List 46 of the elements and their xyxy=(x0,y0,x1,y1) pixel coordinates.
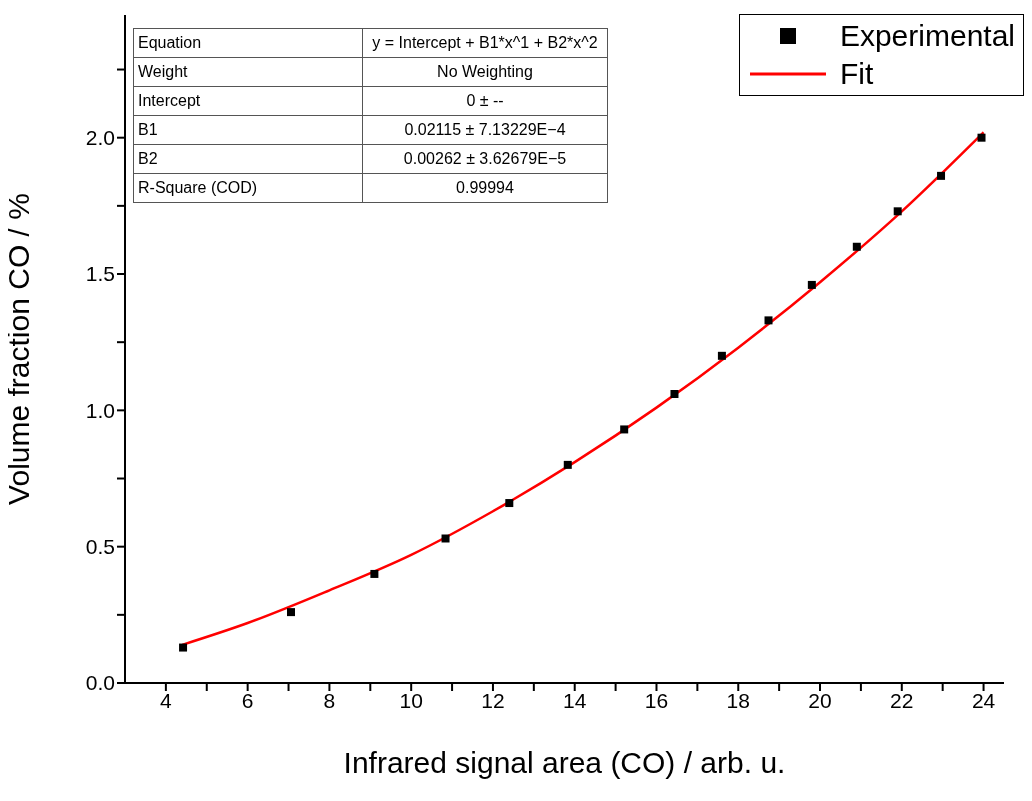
x-tick-label: 12 xyxy=(481,688,505,712)
x-tick-label: 8 xyxy=(323,688,336,712)
x-tick-label: 4 xyxy=(160,688,173,712)
point xyxy=(807,280,816,289)
point xyxy=(977,133,986,142)
point xyxy=(764,316,773,325)
annotation: 0.02115 ± 7.13229E−4 xyxy=(362,115,608,145)
y-tick-label: 1.0 xyxy=(85,398,115,422)
legend-label: Fit xyxy=(839,56,874,92)
x-tick-label: 22 xyxy=(890,688,914,712)
annotation: B1 xyxy=(133,115,363,145)
point xyxy=(670,389,679,398)
point xyxy=(286,608,295,617)
point xyxy=(717,351,726,360)
y-tick-label: 2.0 xyxy=(85,126,115,150)
point xyxy=(370,569,379,578)
annotation: Weight xyxy=(133,57,363,87)
annotation: 0 ± -- xyxy=(362,86,608,116)
annotation: 0.99994 xyxy=(362,173,608,203)
x-tick-label: 16 xyxy=(644,688,669,712)
annotation: y = Intercept + B1*x^1 + B2*x^2 xyxy=(362,28,608,58)
y-tick-label: 0.0 xyxy=(85,671,115,695)
annotation: R-Square (COD) xyxy=(133,173,363,203)
point xyxy=(505,499,514,508)
x-axis-title: Infrared signal area (CO) / arb. u. xyxy=(343,746,786,779)
point xyxy=(179,643,188,652)
point xyxy=(620,425,629,434)
y-tick-label: 0.5 xyxy=(85,535,115,559)
point xyxy=(937,171,946,180)
legend-label: Experimental xyxy=(839,18,1015,54)
y-tick-label: 1.5 xyxy=(85,262,115,286)
annotation: No Weighting xyxy=(362,57,608,87)
annotation: Intercept xyxy=(133,86,363,116)
x-tick-label: 6 xyxy=(241,688,254,712)
x-tick-label: 14 xyxy=(563,688,587,712)
point xyxy=(893,207,902,216)
x-tick-label: 24 xyxy=(971,688,996,712)
x-tick-label: 20 xyxy=(808,688,832,712)
annotation: B2 xyxy=(133,144,363,174)
point xyxy=(852,242,861,251)
x-tick-label: 10 xyxy=(399,688,423,712)
annotation: Equation xyxy=(133,28,363,58)
point xyxy=(563,460,572,469)
annotation: 0.00262 ± 3.62679E−5 xyxy=(362,144,608,174)
point xyxy=(441,534,450,543)
x-tick-label: 18 xyxy=(726,688,750,712)
